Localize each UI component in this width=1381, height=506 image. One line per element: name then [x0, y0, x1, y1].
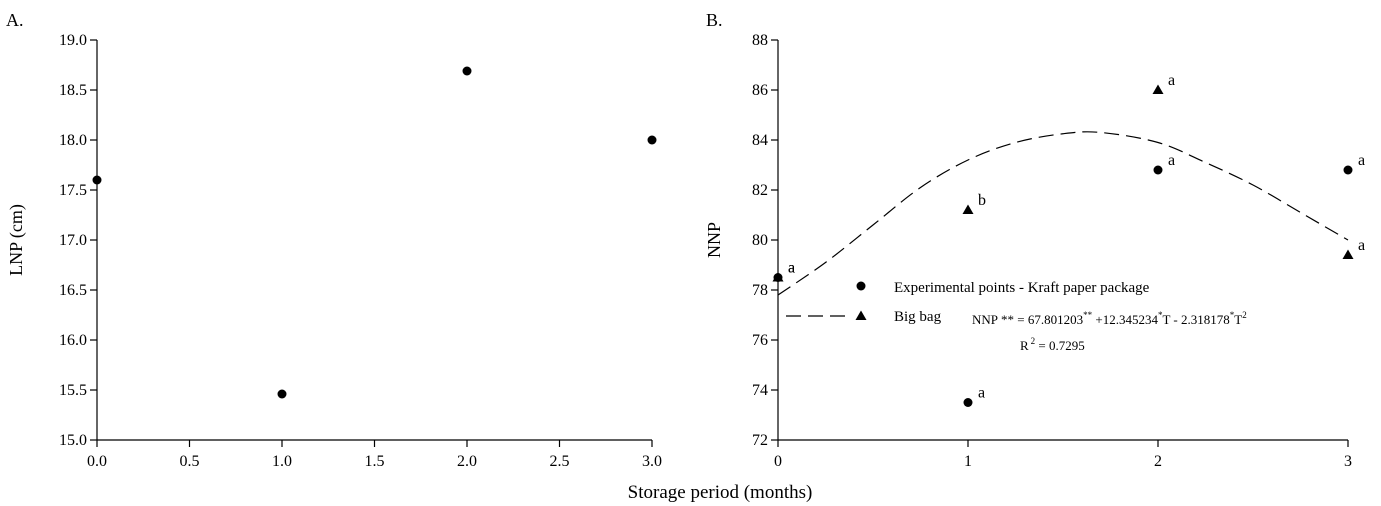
x-tick-label-b: 0 [774, 453, 782, 470]
y-tick-label-a: 15.5 [59, 382, 87, 399]
data-point-triangle [772, 272, 784, 282]
x-tick-label-a: 0.0 [87, 453, 107, 470]
y-tick-label-a: 16.5 [59, 282, 87, 299]
y-tick-label-b: 84 [752, 132, 768, 149]
data-point-circle [462, 66, 472, 76]
data-point-circle [1153, 165, 1163, 175]
y-tick-label-b: 80 [752, 232, 768, 249]
x-tick-label-a: 1.0 [272, 453, 292, 470]
eq-lhs: NNP [972, 312, 998, 327]
r2-r: R [1020, 338, 1029, 353]
significance-label: a [1358, 237, 1365, 254]
eq-lhs-sig: ** [1001, 312, 1014, 327]
significance-label: b [978, 192, 986, 209]
r2-exponent: 2 [1031, 336, 1036, 346]
significance-label: a [1168, 152, 1175, 169]
fit-curve [777, 131, 1349, 296]
y-tick-label-b: 88 [752, 32, 768, 49]
data-point-circle [277, 389, 287, 399]
panel-a: A. LNP (cm) 0.0 0.5 1.0 1.5 2.0 2.5 3.0 15.0 15.… [6, 10, 662, 470]
x-tick-label-a: 0.5 [180, 453, 200, 470]
x-tick-label-b: 3 [1344, 453, 1352, 470]
eq-quadratic-sig: * [1230, 310, 1235, 320]
x-tick-label-b: 1 [964, 453, 972, 470]
data-point-triangle [1152, 84, 1164, 94]
eq-intercept: = 67.801203 [1014, 312, 1083, 327]
y-axis-title-a: LNP (cm) [6, 204, 27, 276]
data-points-a [92, 66, 657, 399]
y-tick-label-a: 16.0 [59, 332, 87, 349]
legend-label-big-bag: Big bag [894, 309, 942, 325]
y-tick-label-a: 15.0 [59, 432, 87, 449]
eq-t-exponent: 2 [1242, 310, 1247, 320]
data-point-circle [963, 398, 973, 407]
shared-x-axis-title: Storage period (months) [628, 482, 813, 503]
significance-label: a [1358, 152, 1365, 169]
y-axis-title-b: NNP [704, 222, 724, 258]
x-tick-label-b: 2 [1154, 453, 1162, 470]
regression-equation: NNP ** = 67.801203** +12.345234*T - 2.318… [972, 310, 1247, 327]
y-tick-label-a: 17.5 [59, 182, 87, 199]
eq-t-squared: T [1234, 312, 1242, 327]
eq-intercept-sig: ** [1083, 310, 1093, 320]
panel-label-b: B. [706, 10, 723, 30]
significance-label: a [788, 260, 795, 277]
legend-label-kraft: Experimental points - Kraft paper packag… [894, 280, 1150, 296]
y-tick-label-b: 72 [752, 432, 768, 449]
y-tick-label-a: 18.0 [59, 132, 87, 149]
axes-a: 0.0 0.5 1.0 1.5 2.0 2.5 3.0 15.0 15.5 16.0 16.5 17.… [59, 32, 662, 470]
significance-label: a [978, 385, 985, 402]
y-tick-label-b: 86 [752, 82, 768, 99]
y-tick-label-a: 17.0 [59, 232, 87, 249]
y-tick-label-b: 82 [752, 182, 768, 199]
eq-quadratic-coef: T - 2.318178 [1162, 312, 1229, 327]
y-tick-label-b: 74 [752, 382, 768, 399]
eq-linear-sig: * [1158, 310, 1163, 320]
y-tick-label-a: 19.0 [59, 32, 87, 49]
r2-value: = 0.7295 [1035, 338, 1085, 353]
panel-label-a: A. [6, 10, 24, 30]
significance-label: a [788, 260, 795, 277]
eq-linear-coef: +12.345234 [1092, 312, 1158, 327]
x-tick-label-a: 2.5 [550, 453, 570, 470]
data-point-circle [647, 135, 657, 145]
significance-label: a [1168, 72, 1175, 89]
data-point-triangle [962, 204, 974, 214]
legend-circle-marker [856, 281, 866, 291]
axes-b: 0 1 2 3 72 74 76 78 80 82 84 86 88 [752, 32, 1352, 470]
y-tick-label-b: 78 [752, 282, 768, 299]
data-point-circle [92, 175, 102, 185]
x-tick-label-a: 1.5 [365, 453, 385, 470]
x-tick-label-a: 3.0 [642, 453, 662, 470]
legend-triangle-marker [855, 310, 867, 320]
x-tick-label-a: 2.0 [457, 453, 477, 470]
y-tick-label-a: 18.5 [59, 82, 87, 99]
data-point-circle [1343, 165, 1353, 175]
y-tick-label-b: 76 [752, 332, 768, 349]
legend: Experimental points - Kraft paper packag… [786, 280, 1247, 353]
data-point-triangle [1342, 249, 1354, 259]
